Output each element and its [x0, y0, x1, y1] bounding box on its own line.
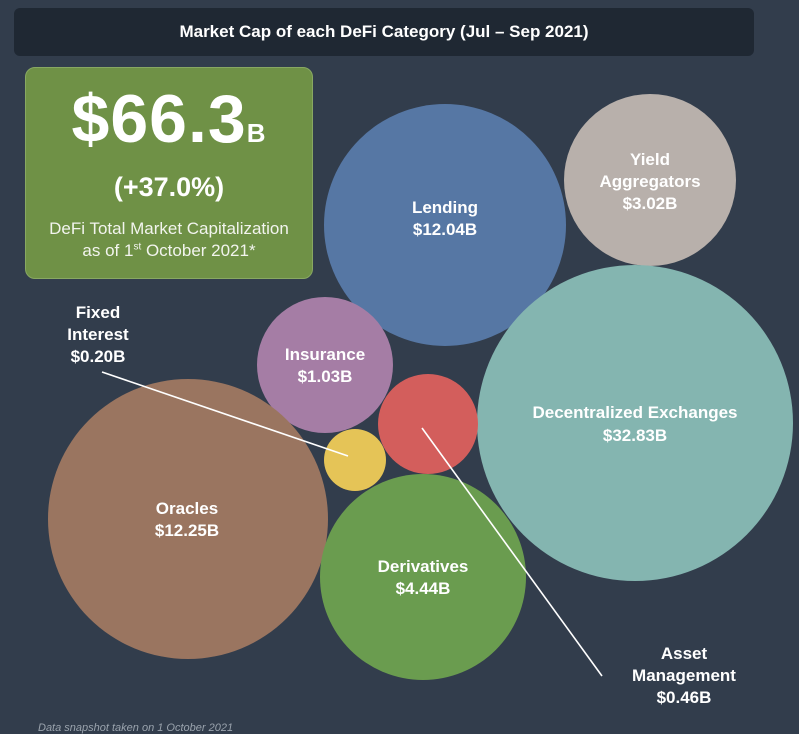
- insurance-value: $1.03B: [298, 367, 353, 386]
- asset-management-label: Asset Management $0.46B: [614, 643, 754, 709]
- yield-name-2: Aggregators: [599, 172, 700, 191]
- yield-value: $3.02B: [623, 194, 678, 213]
- bubble-lending: [324, 104, 566, 346]
- fixed-name-2: Interest: [67, 325, 129, 344]
- chart-title-bar: Market Cap of each DeFi Category (Jul – …: [14, 8, 754, 56]
- chart-title: Market Cap of each DeFi Category (Jul – …: [179, 22, 589, 41]
- fixed-interest-leader-line: [101, 371, 349, 457]
- derivatives-value: $4.44B: [396, 579, 451, 598]
- bubble-insurance: [257, 297, 393, 433]
- bubble-oracles: [48, 379, 328, 659]
- total-change: (+37.0%): [113, 172, 225, 202]
- caption-line-2-post: October 2021*: [141, 241, 256, 260]
- lending-value: $12.04B: [413, 220, 477, 239]
- bubble-fixed-interest: [324, 429, 386, 491]
- dex-value: $32.83B: [603, 426, 667, 445]
- total-value-unit: B: [246, 118, 267, 148]
- oracles-name: Oracles: [156, 499, 218, 518]
- bubble-decentralized-exchanges: [477, 265, 793, 581]
- asset-name-1: Asset: [660, 644, 708, 663]
- caption-line-2: as of 1st October 2021*: [30, 240, 308, 262]
- fixed-interest-label: Fixed Interest $0.20B: [38, 302, 158, 368]
- total-caption: DeFi Total Market Capitalization as of 1…: [30, 218, 308, 262]
- lending-name: Lending: [412, 198, 478, 217]
- caption-line-2-sup: st: [133, 241, 142, 253]
- total-value: $66.3B: [26, 80, 312, 158]
- derivatives-name: Derivatives: [378, 557, 469, 576]
- fixed-name-1: Fixed: [75, 303, 121, 322]
- fixed-value: $0.20B: [70, 347, 126, 366]
- caption-line-2-pre: as of 1: [82, 241, 134, 260]
- insurance-name: Insurance: [285, 345, 365, 364]
- footnote: Data snapshot taken on 1 October 2021: [38, 722, 234, 734]
- asset-name-2: Management: [632, 666, 736, 685]
- asset-management-leader-line: [421, 427, 603, 677]
- bubble-yield-aggregators: [564, 94, 736, 266]
- dex-name: Decentralized Exchanges: [532, 403, 737, 422]
- bubble-asset-management: [378, 374, 478, 474]
- asset-value: $0.46B: [656, 688, 712, 707]
- yield-name-1: Yield: [630, 150, 670, 169]
- oracles-value: $12.25B: [155, 521, 219, 540]
- total-market-cap-box: $66.3B (+37.0%) DeFi Total Market Capita…: [25, 67, 313, 279]
- bubble-derivatives: [320, 474, 526, 680]
- caption-line-1: DeFi Total Market Capitalization: [49, 219, 289, 238]
- total-value-number: $66.3: [71, 81, 247, 157]
